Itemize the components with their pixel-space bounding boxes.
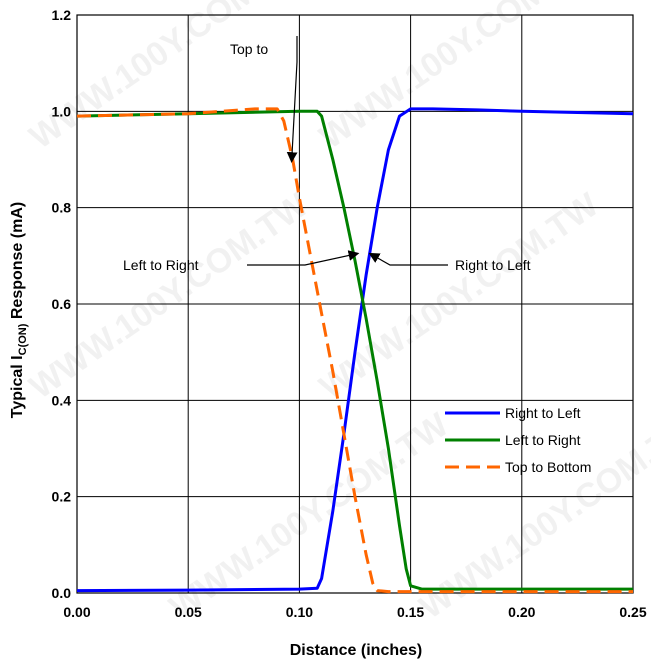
- y-axis-title-subscript: C(ON): [17, 323, 29, 355]
- annotation-top-arrow: [286, 36, 298, 163]
- watermark-text-3: WWW.100Y.COM.TW: [313, 185, 606, 406]
- tick-labels: 0.00 0.05 0.10 0.15 0.20 0.25 0.0 0.2 0.4 0.6 0.8 1…: [52, 7, 647, 620]
- y-axis-title: Typical IC(ON) Response (mA): [9, 202, 29, 418]
- legend: Right to Left Left to Right Top to Bottom: [445, 405, 591, 475]
- x-axis-title: Distance (inches): [290, 642, 422, 659]
- x-tick-label-0: 0.00: [63, 604, 90, 620]
- y-tick-label-2: 0.4: [52, 392, 72, 408]
- series-line-top-to-bottom: [76, 107, 633, 594]
- series-layer: [76, 107, 634, 594]
- x-tick-label-3: 0.15: [397, 604, 424, 620]
- series-line-right-to-left: [76, 107, 634, 593]
- watermark-layer: WWW.100Y.COM.TWWWW.100Y.COM.TWWWW.100Y.C…: [23, 0, 651, 627]
- series-line-left-to-right: [76, 109, 633, 591]
- x-tick-label-2: 0.10: [286, 604, 313, 620]
- annotation-right-arrow: [368, 252, 448, 266]
- y-tick-label-6: 1.2: [52, 7, 72, 23]
- plot-frame: [76, 14, 634, 594]
- y-tick-label-0: 0.0: [52, 585, 72, 601]
- y-tick-label-4: 0.8: [52, 200, 72, 216]
- y-axis-title-suffix: Response (mA): [9, 202, 26, 324]
- annotations: Top to Left to Right Right to Left: [123, 36, 531, 273]
- y-tick-label-3: 0.6: [52, 296, 72, 312]
- x-tick-label-4: 0.20: [508, 604, 535, 620]
- annotation-top-label: Top to: [230, 41, 268, 57]
- x-tick-label-5: 0.25: [619, 604, 646, 620]
- y-tick-label-5: 1.0: [52, 103, 72, 119]
- watermark-text-1: WWW.100Y.COM.TW: [313, 0, 606, 157]
- legend-label-top-to-bottom: Top to Bottom: [505, 459, 591, 475]
- legend-label-right-to-left: Right to Left: [505, 405, 581, 421]
- annotation-left-label: Left to Right: [123, 257, 199, 273]
- annotation-right-label: Right to Left: [455, 257, 531, 273]
- legend-label-left-to-right: Left to Right: [505, 432, 581, 448]
- y-axis-title-prefix: Typical I: [9, 355, 26, 418]
- y-tick-label-1: 0.2: [52, 489, 72, 505]
- x-tick-label-1: 0.05: [175, 604, 202, 620]
- annotation-left-arrow: [247, 250, 360, 266]
- watermark-text-0: WWW.100Y.COM.TW: [23, 0, 316, 157]
